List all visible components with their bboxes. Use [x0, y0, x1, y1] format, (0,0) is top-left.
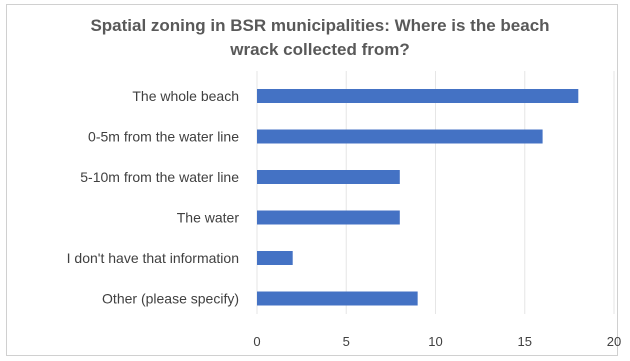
- category-label-0: The whole beach: [132, 88, 239, 104]
- x-tick-labels: 0 5 10 15 20: [253, 334, 621, 349]
- x-tick-label-15: 15: [518, 334, 532, 349]
- category-label-5: Other (please specify): [102, 291, 239, 307]
- category-label-4: I don't have that information: [67, 250, 239, 266]
- chart-title-line-1: Spatial zoning in BSR municipalities: Wh…: [90, 16, 550, 35]
- category-label-2: 5-10m from the water line: [80, 169, 239, 185]
- bar-0: [257, 89, 579, 103]
- x-tick-label-20: 20: [607, 334, 621, 349]
- chart-title: Spatial zoning in BSR municipalities: Wh…: [0, 14, 630, 62]
- x-tick-label-5: 5: [343, 334, 350, 349]
- category-label-3: The water: [177, 210, 240, 226]
- x-tick-label-10: 10: [428, 334, 442, 349]
- x-tick-label-0: 0: [253, 334, 260, 349]
- bar-2: [257, 170, 400, 184]
- category-labels: The whole beach 0-5m from the water line 5…: [67, 88, 240, 307]
- bar-1: [257, 129, 543, 144]
- bar-4: [257, 251, 293, 265]
- chart-title-line-2: wrack collected from?: [230, 40, 410, 59]
- bars: [257, 89, 579, 306]
- gridlines: [256, 71, 615, 314]
- bar-5: [257, 291, 418, 306]
- category-label-1: 0-5m from the water line: [88, 129, 239, 145]
- bar-3: [257, 210, 400, 225]
